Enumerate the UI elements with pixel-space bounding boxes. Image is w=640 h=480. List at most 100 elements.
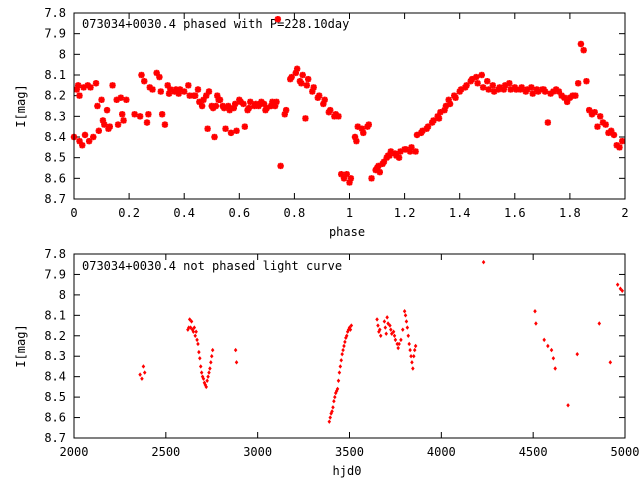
y-axis-label: I[mag] xyxy=(14,84,28,127)
x-tick-label: 1 xyxy=(346,206,353,220)
data-point xyxy=(136,113,144,120)
x-tick-label: 1.4 xyxy=(449,206,471,220)
data-point xyxy=(335,386,340,392)
data-point xyxy=(205,88,213,95)
data-point xyxy=(227,129,235,137)
y-tick-label: 8.2 xyxy=(44,89,66,103)
x-tick-label: 0 xyxy=(70,206,77,220)
data-point xyxy=(304,75,312,83)
y-tick-label: 7.8 xyxy=(44,6,66,20)
data-point xyxy=(507,86,514,93)
y-tick-label: 8.5 xyxy=(44,390,66,404)
data-point xyxy=(90,133,97,141)
data-point xyxy=(204,125,211,132)
data-point xyxy=(222,125,229,132)
data-point xyxy=(430,117,437,124)
data-point xyxy=(376,323,380,328)
phased-chart: 073034+0030.4 phased with P=228.10day ph… xyxy=(14,6,629,239)
data-point xyxy=(207,370,211,375)
data-point xyxy=(435,115,443,122)
x-tick-label: 0.8 xyxy=(284,206,306,220)
y-tick-label: 8.4 xyxy=(44,370,66,384)
data-point xyxy=(262,106,269,114)
y-tick-label: 8.5 xyxy=(44,151,66,165)
data-point xyxy=(383,325,388,330)
data-point xyxy=(457,86,465,93)
data-point xyxy=(325,109,333,116)
data-point xyxy=(386,152,393,159)
data-point xyxy=(553,366,557,371)
data-point xyxy=(534,321,538,326)
data-point xyxy=(113,96,120,103)
y-tick-label: 8.1 xyxy=(44,308,66,322)
data-point xyxy=(441,106,448,114)
data-point xyxy=(397,341,401,347)
data-point xyxy=(138,372,142,377)
data-point xyxy=(411,366,415,371)
y-tick-label: 7.9 xyxy=(44,267,66,281)
data-point xyxy=(198,102,206,110)
data-point xyxy=(233,127,240,134)
data-point xyxy=(566,403,570,408)
data-point xyxy=(299,71,306,79)
data-point xyxy=(347,175,355,182)
data-point xyxy=(320,100,327,108)
y-tick-label: 8.7 xyxy=(44,431,66,445)
data-point xyxy=(412,148,419,155)
data-point xyxy=(602,121,609,128)
data-point xyxy=(395,341,400,347)
data-point xyxy=(330,409,334,414)
data-point xyxy=(273,98,280,106)
data-point xyxy=(597,321,602,326)
data-point xyxy=(546,343,550,349)
data-point xyxy=(378,333,383,338)
data-point xyxy=(408,144,415,151)
data-point xyxy=(479,84,487,91)
data-point xyxy=(349,323,354,328)
data-point xyxy=(403,313,408,318)
data-point xyxy=(209,360,213,365)
data-point xyxy=(226,106,233,114)
data-point xyxy=(85,137,93,145)
data-point xyxy=(375,317,379,322)
data-point xyxy=(353,137,360,145)
data-point xyxy=(446,100,454,108)
data-point xyxy=(396,345,400,351)
data-point xyxy=(580,47,587,54)
data-point xyxy=(256,100,264,108)
data-point xyxy=(551,356,556,361)
data-point xyxy=(99,117,107,124)
x-tick-label: 2500 xyxy=(151,445,180,459)
data-point xyxy=(142,370,147,375)
data-point xyxy=(397,148,404,155)
data-point xyxy=(81,131,89,139)
data-point xyxy=(391,150,399,157)
data-point xyxy=(156,73,163,81)
data-point xyxy=(542,337,546,343)
data-point xyxy=(490,88,498,95)
data-point xyxy=(281,111,288,118)
data-point xyxy=(337,370,342,375)
data-point xyxy=(378,327,382,332)
data-point xyxy=(395,154,403,161)
data-point xyxy=(404,319,409,324)
data-point xyxy=(189,319,194,324)
x-tick-label: 0.4 xyxy=(173,206,195,220)
data-point xyxy=(187,325,191,330)
data-point xyxy=(277,162,284,170)
y-tick-label: 8 xyxy=(59,288,66,302)
data-point xyxy=(194,329,198,334)
data-point xyxy=(206,374,210,379)
data-point xyxy=(406,333,411,338)
y-tick-label: 8.1 xyxy=(44,68,66,82)
data-point xyxy=(328,415,332,420)
data-point xyxy=(610,131,618,139)
data-point xyxy=(338,364,343,369)
data-point xyxy=(161,121,169,128)
y-tick-label: 7.9 xyxy=(44,27,66,41)
data-point xyxy=(393,337,398,343)
data-point xyxy=(197,349,201,355)
x-axis-label: phase xyxy=(329,225,365,239)
data-point xyxy=(138,71,145,79)
data-point xyxy=(481,259,486,265)
